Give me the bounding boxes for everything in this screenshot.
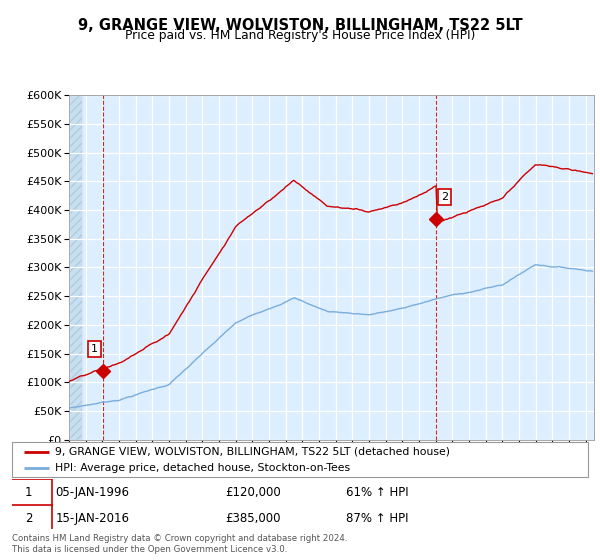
Text: 9, GRANGE VIEW, WOLVISTON, BILLINGHAM, TS22 5LT: 9, GRANGE VIEW, WOLVISTON, BILLINGHAM, T…	[77, 18, 523, 33]
Text: 9, GRANGE VIEW, WOLVISTON, BILLINGHAM, TS22 5LT (detached house): 9, GRANGE VIEW, WOLVISTON, BILLINGHAM, T…	[55, 447, 450, 457]
FancyBboxPatch shape	[12, 442, 588, 477]
Text: 61% ↑ HPI: 61% ↑ HPI	[346, 486, 409, 499]
Text: 15-JAN-2016: 15-JAN-2016	[55, 512, 129, 525]
Text: 1: 1	[91, 344, 98, 354]
Text: 87% ↑ HPI: 87% ↑ HPI	[346, 512, 409, 525]
Text: £120,000: £120,000	[225, 486, 281, 499]
Text: 2: 2	[441, 192, 448, 202]
Text: 1: 1	[25, 486, 32, 499]
Text: Price paid vs. HM Land Registry's House Price Index (HPI): Price paid vs. HM Land Registry's House …	[125, 29, 475, 42]
FancyBboxPatch shape	[5, 505, 52, 532]
Text: Contains HM Land Registry data © Crown copyright and database right 2024.
This d: Contains HM Land Registry data © Crown c…	[12, 534, 347, 554]
Text: £385,000: £385,000	[225, 512, 281, 525]
Text: 2: 2	[25, 512, 32, 525]
FancyBboxPatch shape	[5, 479, 52, 506]
Text: 05-JAN-1996: 05-JAN-1996	[55, 486, 129, 499]
Text: HPI: Average price, detached house, Stockton-on-Tees: HPI: Average price, detached house, Stoc…	[55, 463, 350, 473]
